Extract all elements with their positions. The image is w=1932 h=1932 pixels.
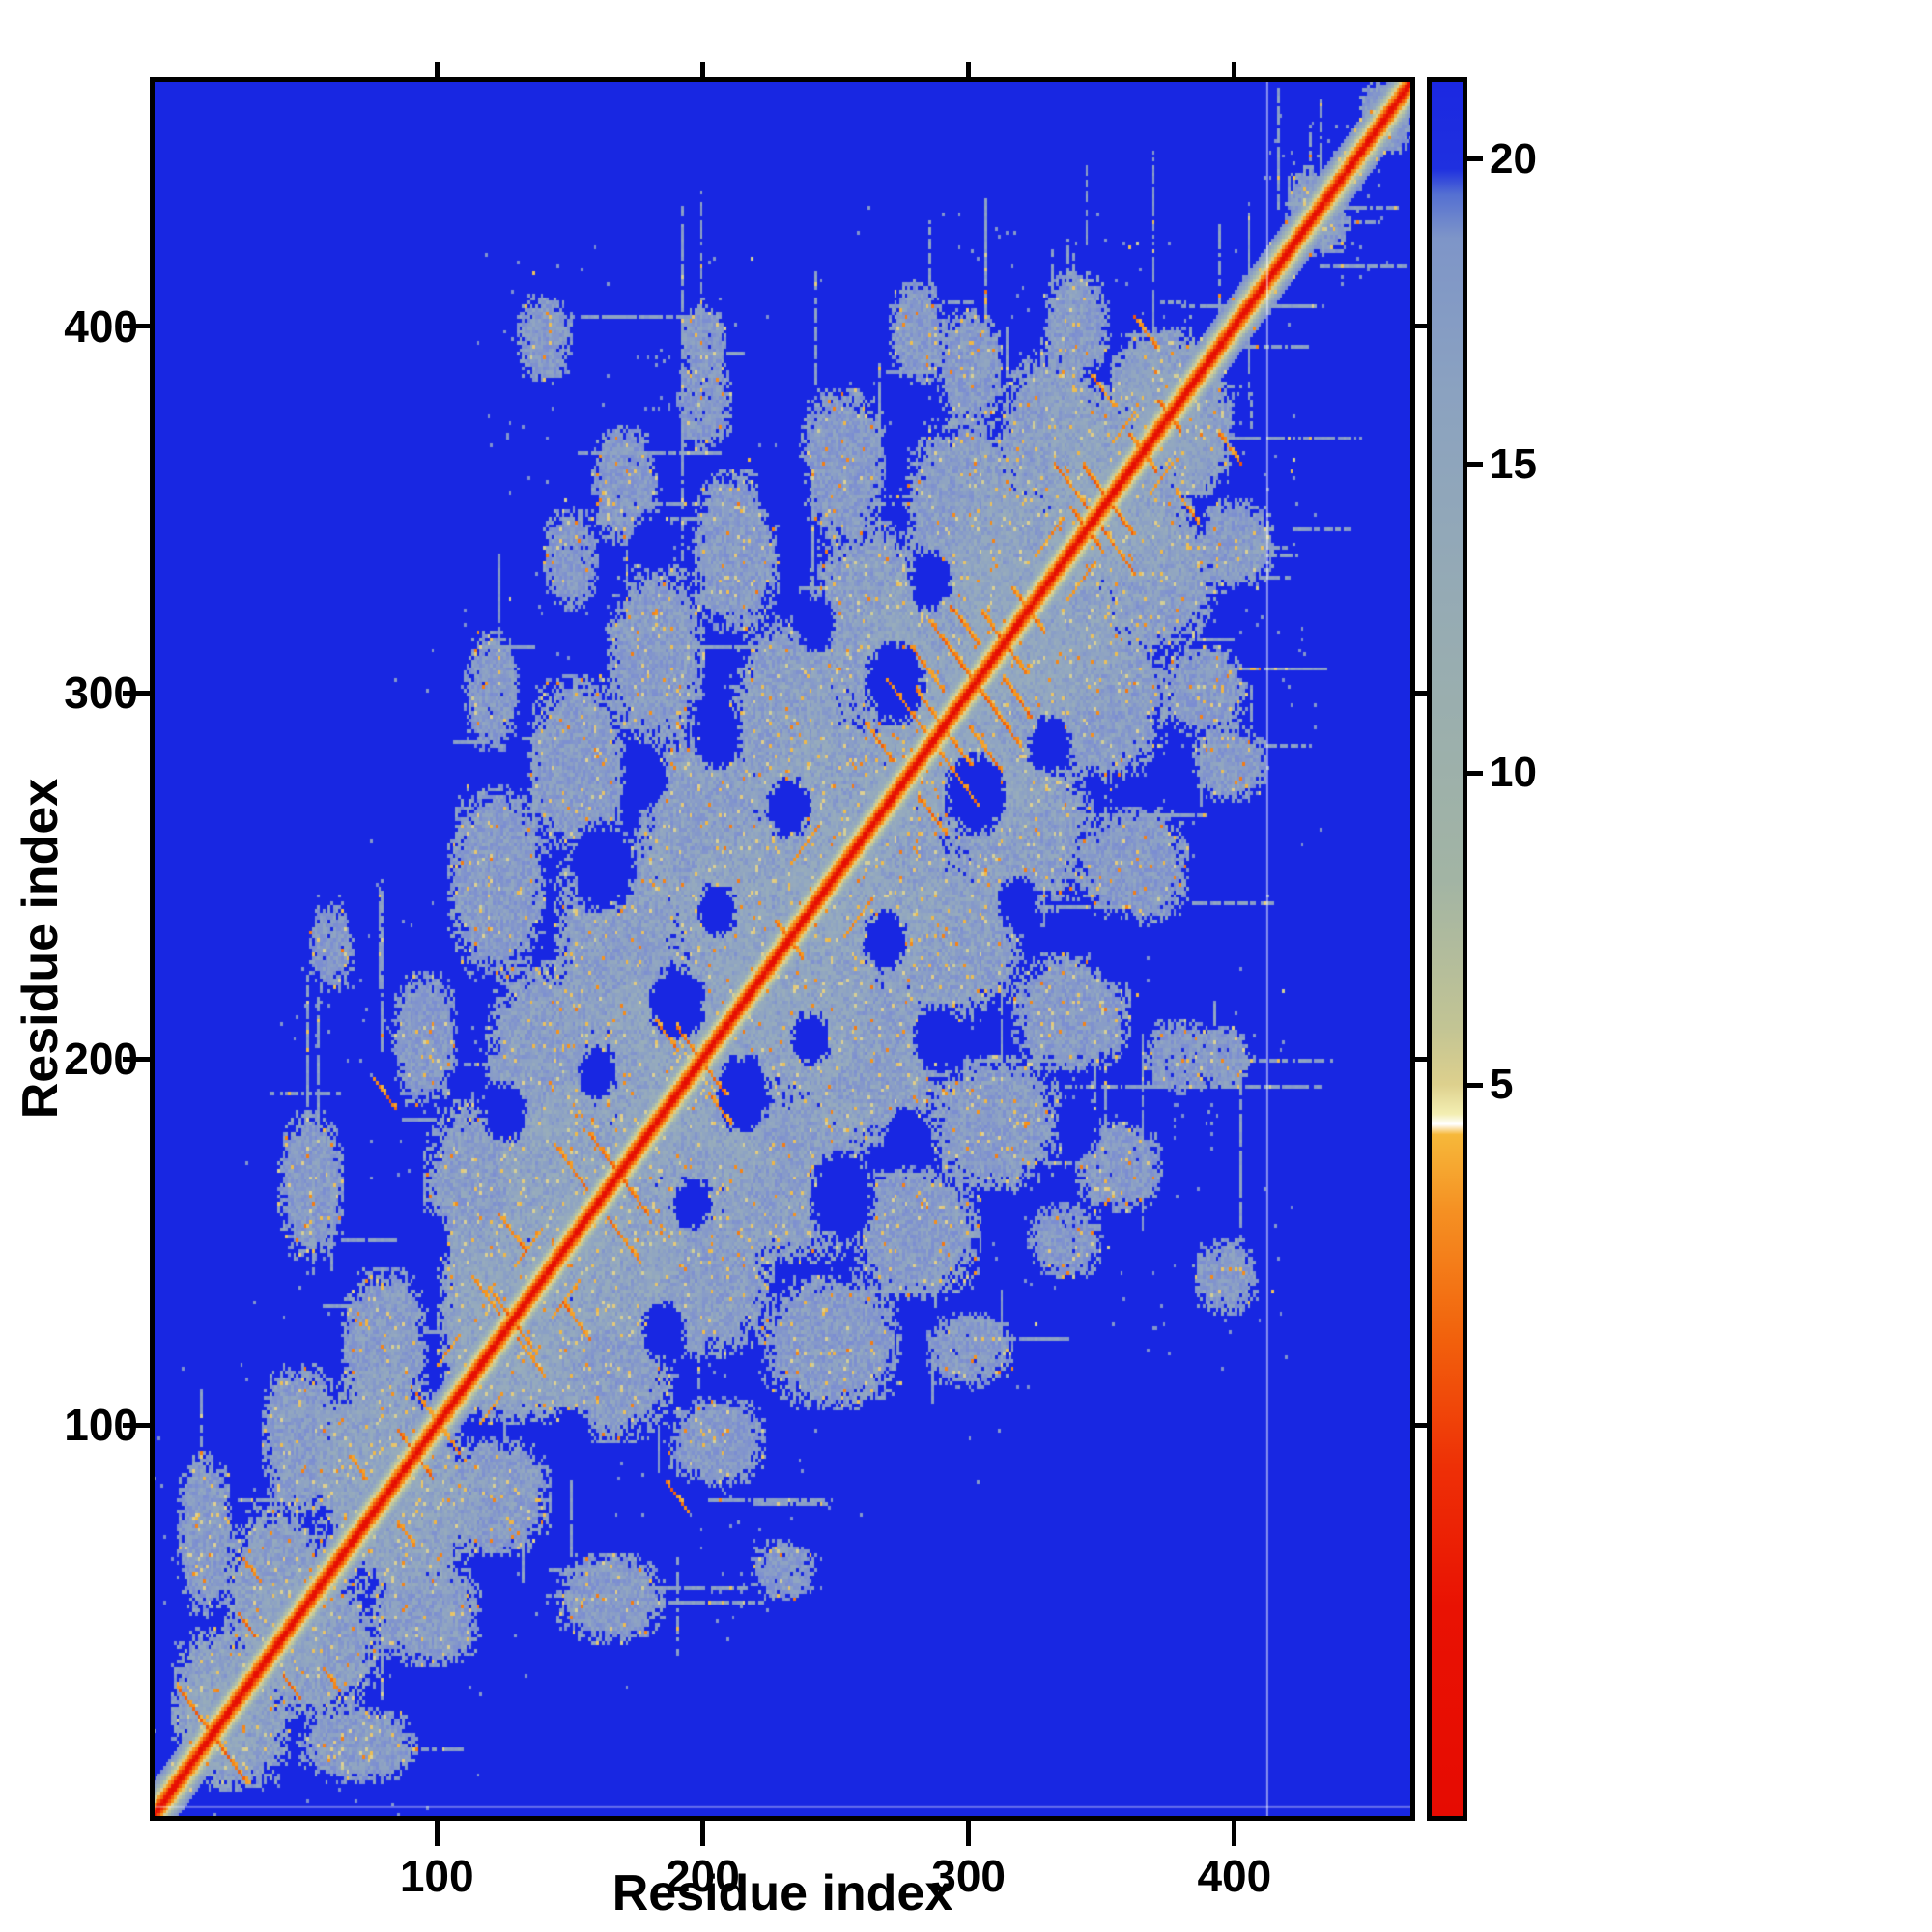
x-axis-tick bbox=[1232, 1821, 1237, 1846]
y-tick-label: 200 bbox=[64, 1034, 138, 1085]
y-axis-tick-right bbox=[1415, 690, 1429, 696]
x-axis-tick-top bbox=[966, 62, 972, 77]
y-axis-tick-right bbox=[1415, 324, 1429, 329]
colorbar-tick-label: 20 bbox=[1490, 134, 1537, 183]
colorbar bbox=[1427, 77, 1467, 1821]
x-axis-tick-top bbox=[1232, 62, 1237, 77]
x-tick-label: 200 bbox=[666, 1851, 740, 1901]
x-tick-label: 300 bbox=[931, 1851, 1007, 1901]
colorbar-tick-label: 5 bbox=[1490, 1061, 1514, 1109]
colorbar-tick bbox=[1467, 156, 1483, 162]
x-axis-label: Residue index bbox=[611, 1865, 953, 1921]
y-tick-label: 100 bbox=[64, 1400, 138, 1451]
y-axis-tick bbox=[123, 1422, 150, 1428]
y-tick-label: 300 bbox=[64, 668, 138, 719]
y-tick-label: 400 bbox=[64, 300, 138, 352]
y-axis-tick-right bbox=[1415, 1056, 1429, 1062]
colorbar-tick-label: 10 bbox=[1490, 749, 1537, 797]
colorbar-tick bbox=[1467, 1082, 1483, 1088]
x-tick-label: 100 bbox=[399, 1851, 474, 1901]
y-axis-tick bbox=[123, 1056, 150, 1062]
y-axis-tick-right bbox=[1415, 1422, 1429, 1428]
heatmap-canvas bbox=[150, 77, 1415, 1821]
y-axis-tick bbox=[123, 690, 150, 696]
colorbar-tick-label: 15 bbox=[1490, 440, 1537, 488]
colorbar-gradient bbox=[1432, 82, 1463, 1816]
x-axis-tick-top bbox=[699, 62, 705, 77]
x-axis-tick bbox=[699, 1821, 705, 1846]
y-axis-tick bbox=[123, 324, 150, 329]
colorbar-tick bbox=[1467, 770, 1483, 776]
x-axis-tick-top bbox=[434, 62, 440, 77]
x-axis-tick bbox=[966, 1821, 972, 1846]
x-axis-tick bbox=[434, 1821, 440, 1846]
colorbar-tick bbox=[1467, 462, 1483, 468]
x-tick-label: 400 bbox=[1197, 1851, 1272, 1901]
